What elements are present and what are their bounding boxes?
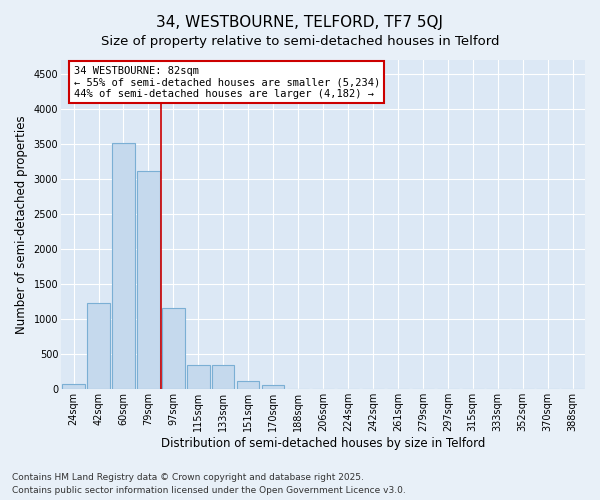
Bar [137, 172, 160, 390]
Bar [62, 384, 85, 390]
Text: 34 WESTBOURNE: 82sqm
← 55% of semi-detached houses are smaller (5,234)
44% of se: 34 WESTBOURNE: 82sqm ← 55% of semi-detac… [74, 66, 380, 99]
Bar [212, 366, 235, 390]
Text: Size of property relative to semi-detached houses in Telford: Size of property relative to semi-detach… [101, 35, 499, 48]
X-axis label: Distribution of semi-detached houses by size in Telford: Distribution of semi-detached houses by … [161, 437, 485, 450]
Bar [262, 386, 284, 390]
Bar [237, 381, 259, 390]
Y-axis label: Number of semi-detached properties: Number of semi-detached properties [15, 116, 28, 334]
Text: 34, WESTBOURNE, TELFORD, TF7 5QJ: 34, WESTBOURNE, TELFORD, TF7 5QJ [157, 15, 443, 30]
Text: Contains HM Land Registry data © Crown copyright and database right 2025.
Contai: Contains HM Land Registry data © Crown c… [12, 474, 406, 495]
Bar [162, 308, 185, 390]
Bar [112, 142, 134, 390]
Bar [87, 303, 110, 390]
Bar [187, 366, 209, 390]
